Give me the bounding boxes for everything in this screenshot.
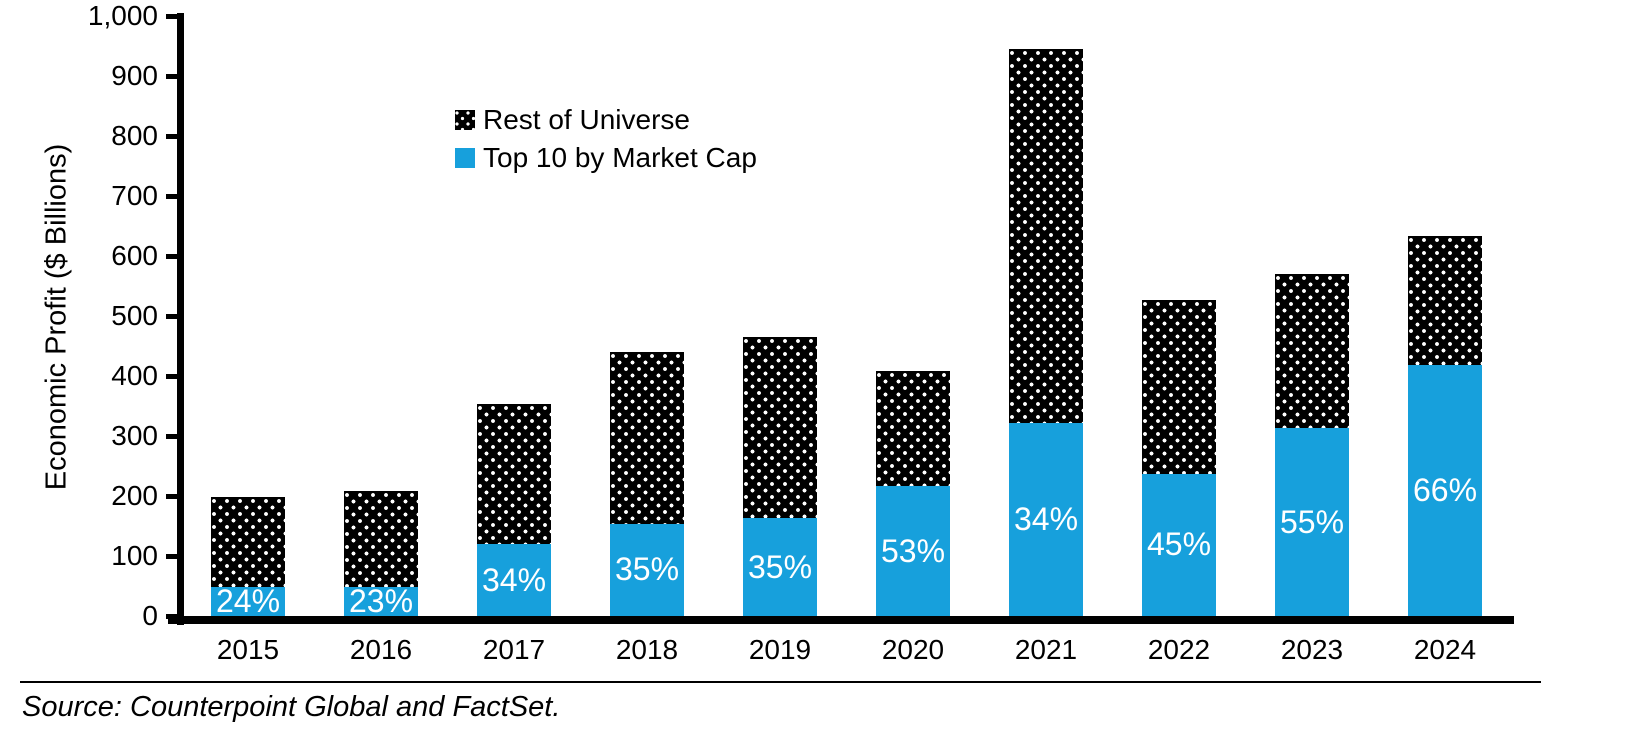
y-tick-mark-1,000 — [166, 14, 177, 19]
y-tick-label-200: 200 — [111, 480, 158, 511]
bar-2019-top10-by-market-cap — [743, 518, 817, 616]
legend-item-rest-of-universe: Rest of Universe — [455, 101, 757, 139]
legend-swatch-top10-by-market-cap — [455, 148, 475, 168]
legend-label-top10-by-market-cap: Top 10 by Market Cap — [483, 142, 757, 173]
y-tick-label-700: 700 — [111, 180, 158, 211]
y-tick-label-900: 900 — [111, 60, 158, 91]
bar-2023-top10-by-market-cap — [1275, 428, 1349, 616]
y-tick-mark-900 — [166, 74, 177, 79]
x-tick-label-2023: 2023 — [1280, 634, 1344, 665]
y-tick-mark-300 — [166, 434, 177, 439]
y-tick-label-1,000: 1,000 — [87, 0, 158, 31]
bar-2020-rest-of-universe — [876, 371, 950, 487]
y-tick-mark-600 — [166, 254, 177, 259]
bar-2024-top10-by-market-cap — [1408, 365, 1482, 616]
y-tick-label-600: 600 — [111, 240, 158, 271]
bar-2021-top10-by-market-cap — [1009, 423, 1083, 616]
legend-swatch-rest-of-universe — [455, 110, 475, 130]
x-tick-label-2021: 2021 — [1014, 634, 1078, 665]
y-tick-mark-400 — [166, 374, 177, 379]
x-tick-label-2022: 2022 — [1147, 634, 1211, 665]
y-tick-label-400: 400 — [111, 360, 158, 391]
x-axis-line — [168, 616, 1514, 624]
y-tick-mark-200 — [166, 494, 177, 499]
y-axis-line — [177, 13, 184, 625]
y-tick-label-0: 0 — [142, 600, 158, 631]
bar-2016-rest-of-universe — [344, 491, 418, 588]
bar-2022-rest-of-universe — [1142, 299, 1216, 474]
legend: Rest of Universe Top 10 by Market Cap — [455, 101, 757, 177]
source-divider — [20, 681, 1541, 683]
y-tick-label-300: 300 — [111, 420, 158, 451]
legend-label-rest-of-universe: Rest of Universe — [483, 104, 690, 135]
x-tick-label-2017: 2017 — [482, 634, 546, 665]
bar-2017-top10-by-market-cap — [477, 544, 551, 616]
x-tick-label-2024: 2024 — [1413, 634, 1477, 665]
bar-2021-rest-of-universe — [1009, 49, 1083, 424]
bar-2019-rest-of-universe — [743, 337, 817, 519]
y-tick-label-500: 500 — [111, 300, 158, 331]
bar-2017-rest-of-universe — [477, 404, 551, 544]
y-tick-mark-800 — [166, 134, 177, 139]
y-tick-mark-700 — [166, 194, 177, 199]
bar-2016-top10-by-market-cap — [344, 587, 418, 616]
bar-2023-rest-of-universe — [1275, 274, 1349, 429]
bar-2024-rest-of-universe — [1408, 236, 1482, 366]
bar-2022-top10-by-market-cap — [1142, 473, 1216, 616]
x-tick-label-2018: 2018 — [615, 634, 679, 665]
source-note: Source: Counterpoint Global and FactSet. — [22, 691, 561, 723]
x-tick-label-2019: 2019 — [748, 634, 812, 665]
legend-item-top10-by-market-cap: Top 10 by Market Cap — [455, 139, 757, 177]
x-tick-label-2015: 2015 — [216, 634, 280, 665]
bar-2015-rest-of-universe — [211, 497, 285, 588]
x-tick-label-2020: 2020 — [881, 634, 945, 665]
y-tick-mark-500 — [166, 314, 177, 319]
bar-2018-rest-of-universe — [610, 352, 684, 524]
y-tick-label-100: 100 — [111, 540, 158, 571]
y-tick-label-800: 800 — [111, 120, 158, 151]
bar-2015-top10-by-market-cap — [211, 587, 285, 616]
bar-2020-top10-by-market-cap — [876, 486, 950, 616]
bar-2018-top10-by-market-cap — [610, 523, 684, 616]
x-tick-label-2016: 2016 — [349, 634, 413, 665]
y-tick-mark-100 — [166, 554, 177, 559]
